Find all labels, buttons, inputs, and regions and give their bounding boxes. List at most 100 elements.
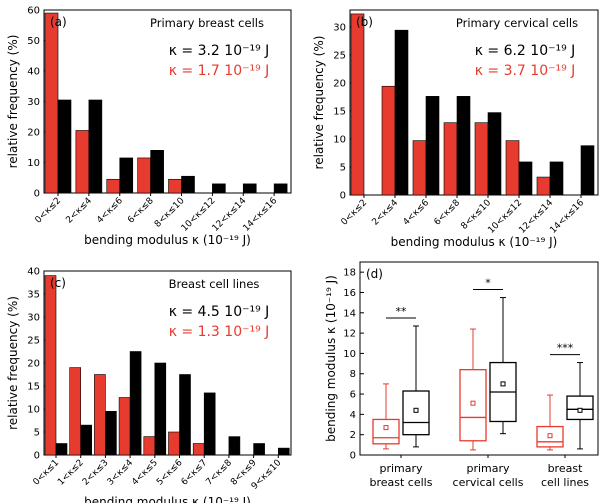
group-label: cervical cells	[453, 476, 524, 489]
box	[566, 395, 594, 421]
group-label: cell lines	[541, 476, 589, 489]
bar-red	[381, 85, 396, 196]
bar-red	[536, 176, 551, 196]
bar-black	[203, 392, 216, 456]
x-tick-label: 0<κ≤2	[340, 198, 370, 228]
x-tick-label: 6<κ≤7	[180, 458, 210, 488]
bar-red	[69, 367, 81, 456]
y-tick-label: 0	[34, 189, 40, 200]
bar-black	[80, 424, 92, 456]
x-tick-label: 14<κ≤16	[548, 198, 586, 236]
y-tick-label: 40	[27, 67, 40, 78]
kappa-annotation-red: κ = 3.7 10⁻¹⁹ J	[475, 63, 576, 79]
bar-red	[143, 436, 156, 456]
x-tick-label: 6<κ≤8	[433, 198, 463, 228]
bar-red	[44, 12, 59, 194]
bar-black	[129, 351, 142, 456]
bar-red	[94, 374, 106, 456]
x-tick-label: 2<κ≤4	[64, 196, 94, 226]
kappa-annotation-red: κ = 1.3 10⁻¹⁹ J	[169, 324, 270, 340]
x-tick-label: 4<κ≤6	[402, 198, 432, 228]
x-tick-label: 6<κ≤8	[126, 196, 156, 226]
x-tick-label: 7<κ≤8	[204, 458, 234, 488]
y-axis-label: relative frequency (%)	[6, 296, 20, 430]
mean-marker	[383, 425, 389, 431]
y-tick-label: 10	[27, 405, 40, 416]
x-tick-label: 5<κ≤6	[155, 458, 185, 488]
y-axis-label: relative frequency (%)	[6, 35, 20, 169]
y-tick-label: 25	[27, 336, 40, 347]
mean-marker	[547, 433, 553, 439]
y-tick-label: 20	[333, 78, 346, 89]
y-tick-label: 0	[34, 451, 40, 462]
y-tick-label: 40	[27, 267, 40, 278]
x-tick-label: 0<κ≤1	[32, 458, 62, 488]
bar-black	[181, 175, 195, 194]
y-tick-label: 10	[333, 134, 346, 145]
x-tick-label: 4<κ≤6	[95, 196, 125, 226]
bar-red	[75, 130, 90, 194]
y-tick-label: 5	[340, 162, 346, 173]
y-tick-label: 0	[350, 451, 356, 462]
y-tick-label: 10	[343, 349, 356, 360]
bar-black	[580, 145, 595, 196]
mean-marker	[500, 381, 506, 387]
bar-black	[456, 96, 471, 196]
x-tick-label: 14<κ≤16	[242, 196, 280, 234]
bar-black	[518, 161, 533, 196]
group-label: breast	[548, 462, 584, 475]
kappa-annotation-red: κ = 1.7 10⁻¹⁹ J	[169, 63, 270, 79]
panel-title: Primary cervical cells	[456, 16, 578, 30]
y-tick-label: 4	[350, 410, 356, 421]
y-tick-label: 14	[343, 308, 356, 319]
bar-black	[57, 99, 72, 194]
x-tick-label: 1<κ≤2	[56, 458, 86, 488]
bar-black	[88, 99, 103, 194]
bar-red	[44, 275, 57, 456]
significance-label: ***	[557, 342, 574, 355]
x-axis-label: bending modulus κ (10⁻¹⁹ J)	[84, 233, 251, 247]
bar-red	[137, 157, 151, 194]
mean-marker	[577, 407, 583, 413]
x-axis-label: bending modulus κ (10⁻¹⁹ J)	[84, 495, 251, 503]
group-label: breast cells	[370, 476, 433, 489]
y-axis-label: bending modulus κ (10⁻¹⁹ J)	[324, 275, 338, 442]
y-tick-label: 30	[27, 97, 40, 108]
y-tick-label: 6	[350, 390, 356, 401]
bar-red	[192, 443, 205, 456]
mean-marker	[413, 407, 419, 413]
bar-red	[412, 140, 427, 196]
box	[402, 390, 430, 436]
panel-c: 0 5 10 15 20 25 30 35 40 0<κ≤11<κ≤22<κ≤33<κ≤44<κ≤…	[6, 267, 292, 503]
bar-black	[394, 29, 409, 196]
mean-marker	[470, 400, 476, 406]
bar-black	[253, 443, 265, 456]
bar-black	[273, 183, 288, 194]
kappa-annotation-black: κ = 3.2 10⁻¹⁹ J	[169, 43, 270, 59]
bar-black	[154, 362, 167, 456]
y-tick-label: 35	[27, 290, 40, 301]
plot-frame	[349, 9, 599, 196]
bar-black	[105, 410, 117, 456]
y-tick-label: 25	[333, 50, 346, 61]
bar-red	[106, 178, 121, 194]
group-label: primary	[379, 462, 423, 475]
panel-title: Primary breast cells	[150, 16, 264, 30]
significance-label: *	[485, 277, 491, 290]
bar-red	[350, 13, 365, 196]
y-tick-label: 0	[340, 191, 346, 202]
x-tick-label: 2<κ≤3	[81, 458, 111, 488]
y-tick-label: 12	[343, 329, 356, 340]
x-tick-label: 0<κ≤2	[34, 196, 64, 226]
kappa-annotation-black: κ = 6.2 10⁻¹⁹ J	[475, 43, 576, 59]
plot-frame	[359, 261, 599, 456]
bar-black	[228, 436, 241, 456]
bar-black	[212, 183, 226, 194]
y-tick-label: 18	[343, 268, 356, 279]
bar-black	[55, 443, 68, 456]
bar-red	[168, 431, 180, 456]
x-tick-label: 3<κ≤4	[106, 458, 136, 488]
bar-black	[549, 161, 564, 196]
